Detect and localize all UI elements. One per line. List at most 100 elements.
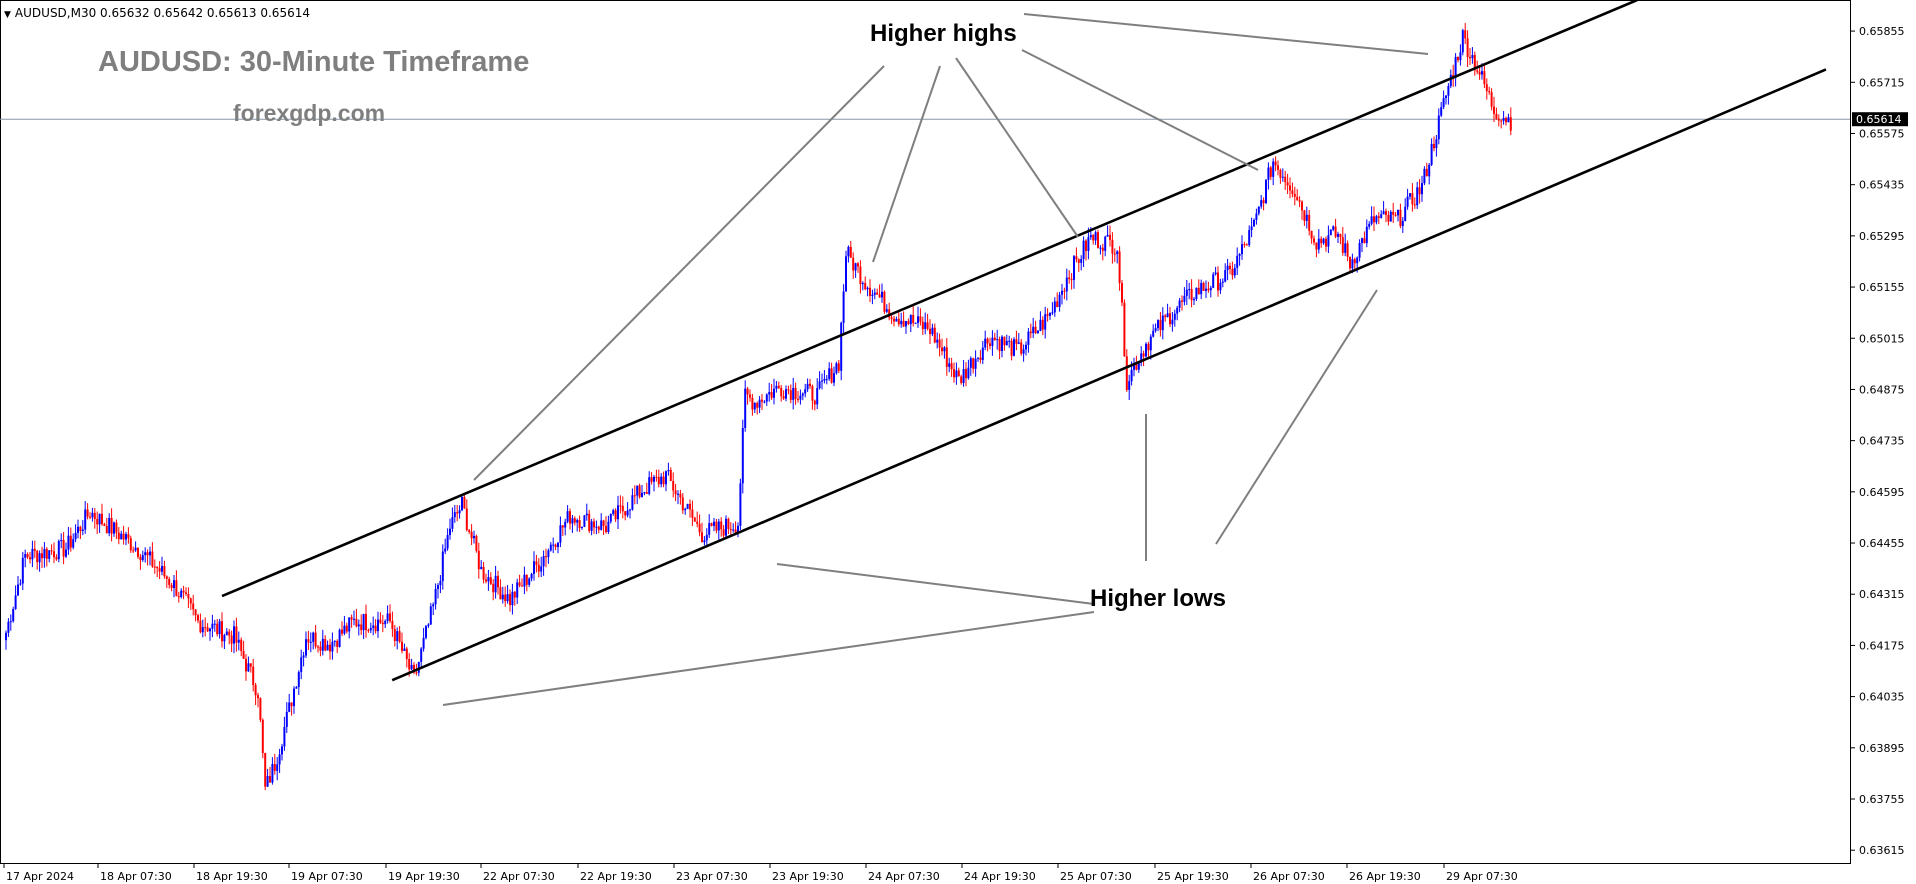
candle-body <box>1195 287 1198 300</box>
candle-body <box>161 566 163 572</box>
candle-body <box>331 641 334 652</box>
candle-body <box>1133 364 1135 370</box>
y-tick-label: 0.65015 <box>1859 332 1905 345</box>
candle-body <box>252 666 255 685</box>
candle-body <box>417 661 420 673</box>
candle-body <box>309 641 312 643</box>
candle-body <box>684 508 687 511</box>
candle-body <box>1003 336 1006 346</box>
candle-body <box>645 492 648 494</box>
candle-body <box>1385 211 1387 215</box>
candle-body <box>821 380 823 382</box>
x-tick-label: 24 Apr 19:30 <box>964 870 1036 883</box>
candle-body <box>156 566 159 569</box>
candle-body <box>120 533 123 540</box>
candle-body <box>686 503 689 509</box>
candle-body <box>816 388 819 405</box>
candle-body <box>105 525 108 534</box>
candle-body <box>1209 287 1212 291</box>
candle-body <box>1466 38 1469 58</box>
candle-body <box>170 584 173 588</box>
candle-body <box>1279 169 1282 178</box>
candle-body <box>1433 143 1435 149</box>
candle-body <box>1085 240 1087 251</box>
candle-body <box>1389 211 1392 222</box>
candle-body <box>1181 300 1183 302</box>
candle-body <box>1449 74 1452 87</box>
candle-body <box>1092 235 1095 241</box>
candle-body <box>223 635 226 642</box>
candle-body <box>576 520 579 523</box>
candle-body <box>626 510 629 516</box>
candle-body <box>691 509 694 518</box>
candle-body <box>545 556 547 558</box>
x-tick-label: 26 Apr 19:30 <box>1349 870 1421 883</box>
x-tick-label: 23 Apr 07:30 <box>676 870 748 883</box>
x-tick-label: 24 Apr 07:30 <box>868 870 940 883</box>
candle-body <box>1137 362 1140 370</box>
candle-body <box>89 516 91 518</box>
candle-body <box>91 512 94 518</box>
candle-body <box>811 386 814 401</box>
candle-body <box>1445 95 1447 99</box>
candle-body <box>461 496 463 511</box>
candle-body <box>1241 244 1243 255</box>
candle-body <box>1080 258 1083 263</box>
candle-body <box>458 510 461 514</box>
candle-body <box>871 294 874 296</box>
candle-body <box>967 367 970 379</box>
candle-body <box>943 347 946 352</box>
candle-body <box>7 621 10 633</box>
candle-body <box>650 477 653 482</box>
candle-body <box>775 385 778 389</box>
candle-body <box>350 617 353 620</box>
candle-body <box>806 383 809 390</box>
candle-body <box>933 327 936 343</box>
candle-body <box>689 503 691 510</box>
y-tick-label: 0.64875 <box>1859 383 1905 396</box>
candle-body <box>456 512 459 514</box>
candle-body <box>804 389 807 394</box>
dropdown-icon[interactable]: ▼ <box>4 10 11 20</box>
candle-body <box>948 363 951 367</box>
candle-body <box>1212 274 1215 288</box>
current-price-label: 0.65614 <box>1856 113 1902 126</box>
candle-body <box>182 590 185 593</box>
candle-body <box>1469 57 1471 59</box>
candle-body <box>619 505 622 507</box>
candle-body <box>960 376 963 383</box>
y-tick-label: 0.65715 <box>1859 76 1905 89</box>
candle-body <box>175 580 178 597</box>
candle-body <box>657 477 660 485</box>
candle-body <box>1368 223 1371 227</box>
candle-body <box>1370 216 1373 224</box>
candle-body <box>1317 238 1320 250</box>
candle-body <box>242 650 245 659</box>
candle-body <box>549 544 552 551</box>
candle-body <box>1358 242 1361 258</box>
candle-body <box>828 368 831 379</box>
candle-body <box>1166 313 1169 317</box>
candle-body <box>1185 289 1188 296</box>
candle-body <box>897 318 900 325</box>
candle-body <box>648 477 651 494</box>
candle-body <box>153 566 156 568</box>
candle-body <box>403 648 406 651</box>
candle-body <box>1461 30 1464 53</box>
candle-body <box>1005 340 1008 346</box>
candle-body <box>480 566 483 570</box>
candle-body <box>1481 71 1483 75</box>
candle-body <box>763 401 766 403</box>
candle-body <box>590 521 593 531</box>
candle-body <box>293 688 295 707</box>
candle-body <box>420 648 423 662</box>
candle-body <box>41 553 43 559</box>
candle-body <box>1437 115 1440 140</box>
candle-body <box>1061 290 1063 295</box>
candle-body <box>799 395 802 400</box>
candle-body <box>103 524 106 526</box>
candle-body <box>1411 193 1414 205</box>
candle-body <box>559 525 562 543</box>
candle-body <box>588 513 591 531</box>
